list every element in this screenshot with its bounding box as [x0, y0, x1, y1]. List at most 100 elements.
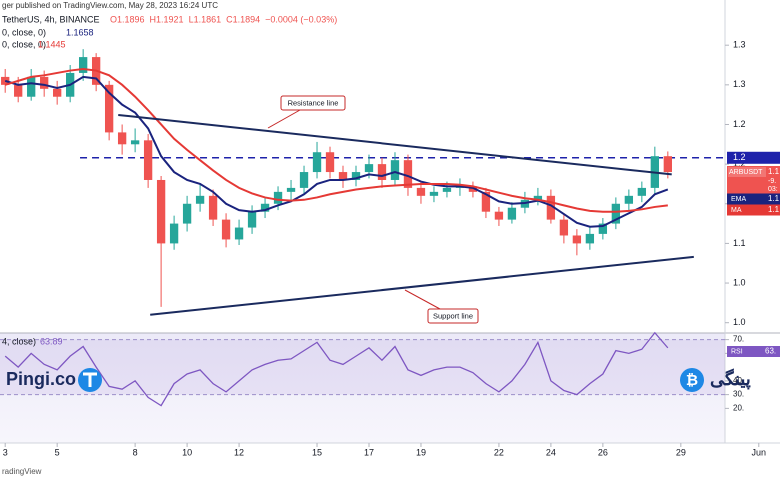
rsi-legend-value: 63.89	[40, 336, 63, 346]
candle-body	[312, 152, 322, 173]
watermark-icon	[680, 368, 704, 392]
candle-body	[637, 187, 647, 196]
candle-body	[351, 172, 361, 180]
watermark-icon	[83, 372, 97, 387]
candle-body	[117, 132, 127, 145]
x-tick-label: 5	[55, 447, 60, 457]
ma-legend: 0, close, 0)	[2, 39, 46, 49]
candle-body	[40, 76, 49, 89]
x-tick-label: 12	[234, 447, 244, 457]
x-tick-label: 15	[312, 447, 322, 457]
candle-body	[143, 140, 153, 180]
candle-body	[364, 164, 374, 173]
price-tag-change: -9.	[768, 178, 776, 185]
ohlc-value: O1.1896	[110, 14, 145, 24]
publisher: ger published on TradingView.com, May 28…	[2, 1, 218, 10]
candle-body	[247, 211, 257, 228]
indicator-tag-value: 1.1	[768, 205, 780, 214]
candle-body	[585, 233, 595, 244]
ma-legend-value: 1.1445	[38, 39, 66, 49]
annotation-text: Resistance line	[288, 98, 339, 107]
candle-body	[533, 195, 543, 200]
x-tick-label: 3	[3, 447, 8, 457]
annotation-box	[280, 95, 346, 111]
candle-body	[598, 223, 608, 234]
ohlc-value: C1.1894	[226, 14, 260, 24]
rsi-tick-label: 30.	[733, 390, 744, 399]
x-tick-label: 29	[676, 447, 686, 457]
rsi-tag-name: RSI	[731, 348, 743, 355]
rsi-legend: 4, close)	[2, 336, 36, 346]
indicator-tag-value: 1.1	[768, 194, 780, 203]
x-tick-label: 22	[494, 447, 504, 457]
rsi-tick-label: 70.	[733, 335, 744, 344]
watermark-text: Pingi.co	[6, 369, 76, 389]
candle-body	[468, 186, 478, 192]
candle-body	[273, 191, 283, 204]
candle-body	[442, 187, 452, 192]
rsi-tick-label: 20.	[733, 403, 744, 412]
candle-body	[325, 152, 335, 173]
candle-body	[338, 172, 348, 180]
annotation-leader	[267, 109, 301, 129]
footer: radingView	[2, 467, 42, 476]
price-tag-time: 03:	[768, 186, 778, 193]
indicator-tag	[727, 204, 780, 216]
candle-body	[429, 191, 439, 196]
x-tick-label: 26	[598, 447, 608, 457]
candle-body	[507, 207, 517, 220]
candle-body	[234, 227, 244, 240]
level-tag-text: 1.2	[733, 152, 746, 162]
rsi-band	[0, 339, 725, 395]
candle-body	[572, 235, 582, 244]
candle-body	[611, 203, 621, 224]
y-tick-label: 1.2	[733, 119, 746, 129]
candle-body	[208, 195, 218, 220]
level-tag	[727, 151, 780, 164]
candle-body	[169, 223, 179, 244]
candle-body	[78, 57, 88, 73]
candle-body	[390, 160, 400, 180]
annotation-leader	[404, 289, 441, 310]
rsi-tag	[727, 346, 780, 357]
candle-body	[156, 179, 166, 244]
candle-body	[559, 219, 569, 236]
x-tick-label: 24	[546, 447, 556, 457]
candle-body	[494, 211, 504, 220]
symbol-info: TetherUS, 4h, BINANCE	[2, 14, 100, 24]
ohlc-value: H1.1921	[150, 14, 184, 24]
candle-body	[53, 88, 62, 97]
ohlc-value: −0.0004 (−0.03%)	[265, 14, 337, 24]
candle-body	[663, 156, 672, 173]
candle-body	[377, 164, 387, 180]
indicator-line	[4, 75, 669, 228]
rsi-tick-label: 40.	[733, 376, 744, 385]
indicator-tag-name: MA	[731, 207, 742, 214]
candle-body	[195, 195, 205, 204]
candle-body	[416, 187, 426, 196]
candle-body	[104, 84, 114, 133]
y-tick-label: 1.3	[733, 40, 746, 50]
candle-body	[14, 84, 23, 97]
trendline	[118, 113, 672, 176]
rsi-line	[4, 331, 669, 407]
candle-body	[481, 191, 491, 212]
ema-legend-value: 1.1658	[66, 27, 94, 37]
price-tag-symbol-bg	[728, 167, 766, 177]
candle-body	[221, 219, 231, 240]
candle-body	[546, 195, 556, 220]
indicator-line	[4, 67, 668, 213]
candle-body	[260, 203, 270, 212]
candle-body	[286, 187, 296, 192]
watermark-right: ₿ پینگی	[680, 368, 751, 392]
trendline	[150, 255, 694, 316]
rsi-tag-value: 63.	[765, 347, 776, 356]
x-tick-label: 8	[133, 447, 138, 457]
x-tick-label: 19	[416, 447, 426, 457]
candle-body	[403, 160, 413, 188]
watermark-left: Pingi.co	[6, 368, 102, 392]
watermark-text: پینگی	[710, 368, 751, 390]
x-tick-label: Jun	[752, 447, 767, 457]
candle-body	[182, 203, 192, 224]
